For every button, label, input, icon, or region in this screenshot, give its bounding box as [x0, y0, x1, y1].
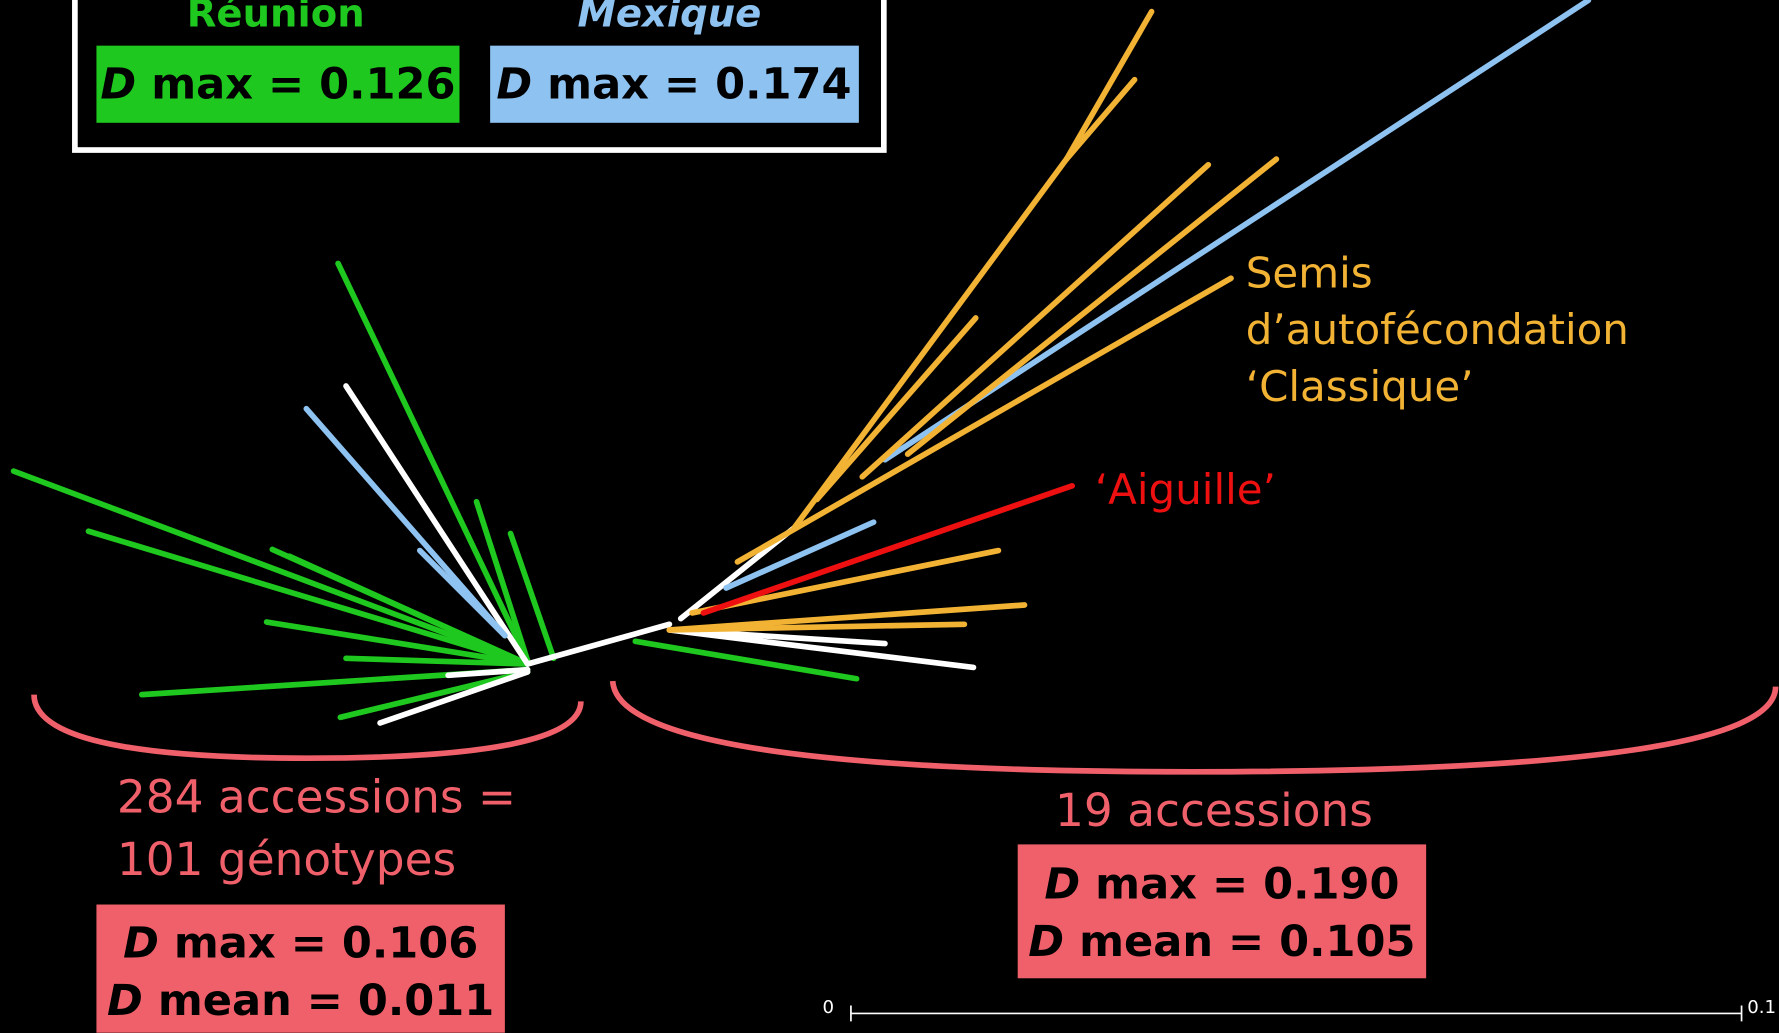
group-text: 284 accessions = [117, 771, 516, 824]
legend-title: Mexique [577, 0, 761, 37]
stat-box [96, 904, 505, 1033]
blue-branches [303, 0, 1592, 639]
semis-label: Semis d’autofécondation ‘Classique’ [1246, 248, 1629, 410]
legend: Réunion Mexique D max = 0.126 D max = 0.… [72, 0, 887, 153]
stat-box [1017, 844, 1427, 979]
legend-box-text: D max = 0.126 [100, 59, 455, 109]
stat-text: D mean = 0.011 [107, 976, 494, 1026]
legend-box-text: D max = 0.174 [496, 59, 851, 109]
legend-title: Réunion [187, 0, 365, 37]
legend-box [490, 45, 859, 123]
legend-frame [72, 0, 887, 153]
brackets [31, 680, 1779, 775]
stat-text: D max = 0.106 [123, 918, 478, 968]
left-group: 284 accessions = 101 génotypes [117, 771, 516, 886]
red-branch [700, 483, 1076, 616]
legend-box [96, 45, 460, 123]
label: Semis [1246, 248, 1373, 297]
stat-text: D max = 0.190 [1044, 859, 1399, 909]
green-branches [10, 260, 860, 721]
stat-text: D mean = 0.105 [1028, 917, 1415, 967]
scale-bar: 0 0.1 [822, 997, 1776, 1022]
label: d’autofécondation [1246, 305, 1629, 354]
group-title: 19 accessions [1055, 784, 1373, 837]
scale-label: 0 [822, 997, 834, 1018]
aiguille-label: ‘Aiguille’ [1095, 465, 1276, 514]
group-text: 101 génotypes [117, 833, 456, 886]
orange-branches [666, 8, 1280, 633]
label: ‘Classique’ [1246, 362, 1474, 411]
scale-label: 0.1 [1747, 997, 1776, 1018]
tree [10, 0, 1592, 726]
